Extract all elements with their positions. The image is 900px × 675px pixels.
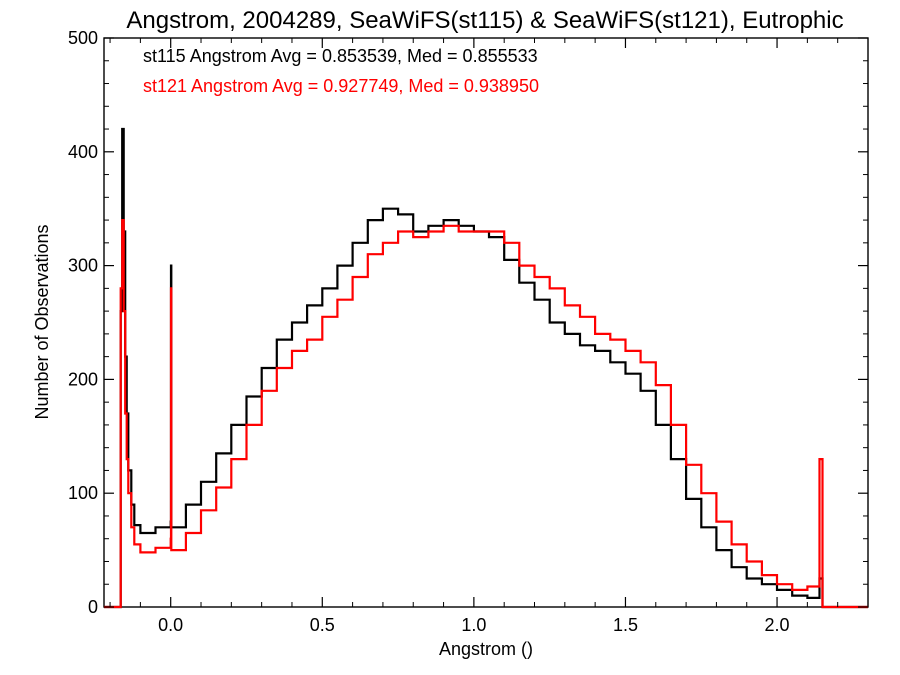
x-axis-label: Angstrom ()	[439, 639, 533, 659]
x-tick-label: 1.5	[613, 615, 638, 635]
series-line-st115	[104, 127, 868, 609]
y-tick-label: 500	[68, 28, 98, 48]
y-tick-label: 0	[88, 597, 98, 617]
st115-stats-annotation: st115 Angstrom Avg = 0.853539, Med = 0.8…	[143, 46, 538, 66]
st121-stats-annotation: st121 Angstrom Avg = 0.927749, Med = 0.9…	[143, 76, 539, 96]
y-tick-label: 100	[68, 483, 98, 503]
x-tick-label: 1.0	[461, 615, 486, 635]
series-layer	[104, 127, 868, 609]
y-tick-label: 300	[68, 256, 98, 276]
series-line-st121	[104, 219, 868, 609]
plot-area	[103, 37, 869, 608]
axes-layer: 0.0 0.5 1.0 1.5 2.0 0 100 200 300 400 500	[68, 28, 869, 635]
x-tick-label: 0.5	[310, 615, 335, 635]
y-tick-label: 200	[68, 369, 98, 389]
chart-title: Angstrom, 2004289, SeaWiFS(st115) & SeaW…	[126, 7, 843, 34]
y-tick-label: 400	[68, 142, 98, 162]
x-tick-label: 0.0	[158, 615, 183, 635]
x-tick-label: 2.0	[765, 615, 790, 635]
y-axis-label: Number of Observations	[32, 224, 52, 419]
